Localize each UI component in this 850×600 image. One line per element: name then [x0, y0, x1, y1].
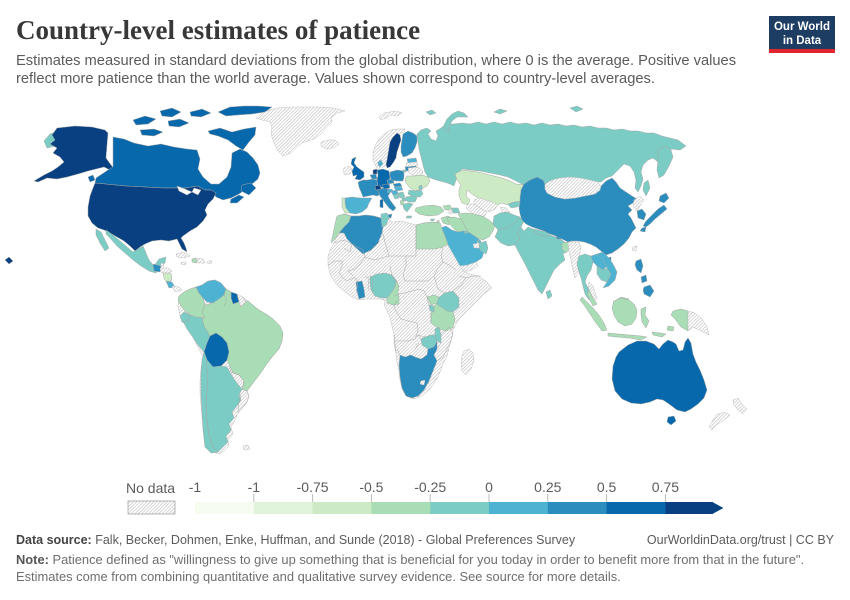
svg-text:-1: -1 [248, 479, 261, 495]
svg-text:-0.25: -0.25 [414, 479, 446, 495]
svg-text:0: 0 [485, 479, 493, 495]
svg-text:-1: -1 [189, 479, 202, 495]
svg-text:0.75: 0.75 [652, 479, 679, 495]
svg-text:-0.5: -0.5 [359, 479, 383, 495]
svg-text:0.5: 0.5 [597, 479, 617, 495]
svg-text:No data: No data [126, 480, 175, 496]
svg-text:0.25: 0.25 [534, 479, 561, 495]
svg-text:-0.75: -0.75 [297, 479, 329, 495]
